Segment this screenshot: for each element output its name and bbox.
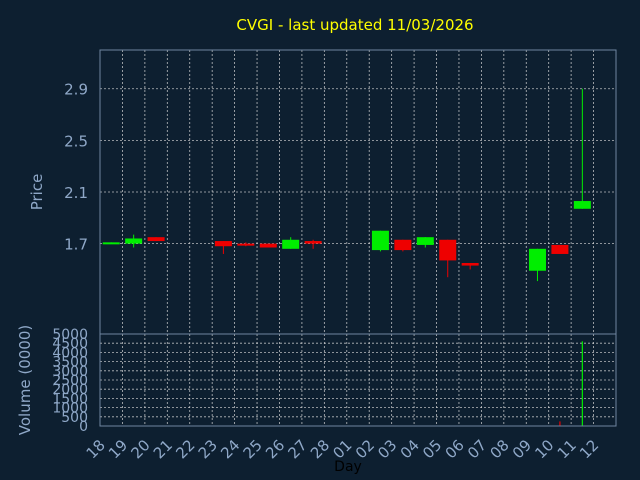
candles <box>102 88 591 282</box>
price-tick-label: 1.7 <box>64 236 88 254</box>
price-axis-label: Price <box>28 174 46 211</box>
price-grid <box>100 50 616 334</box>
volume-tick-label: 0 <box>79 419 88 435</box>
volume-tick-label: 1500 <box>52 391 88 407</box>
candle-body-06 <box>461 263 479 266</box>
volume-tick-label: 4000 <box>52 345 88 361</box>
candle-body-20 <box>147 237 165 242</box>
volume-bars <box>559 341 583 426</box>
price-tick-label: 2.5 <box>64 132 88 150</box>
volume-tick-label: 500 <box>61 410 88 426</box>
candle-body-19 <box>125 238 143 244</box>
candle-body-18 <box>102 242 120 245</box>
candle-body-11 <box>573 201 591 209</box>
candle-body-26 <box>282 239 300 249</box>
volume-tick-label: 2000 <box>52 382 88 398</box>
candle-body-05 <box>439 239 457 261</box>
candle-body-09 <box>528 248 546 271</box>
candle-body-25 <box>259 243 277 248</box>
volume-axis-label: Volume (0000) <box>16 325 34 435</box>
candle-body-04 <box>416 237 434 245</box>
chart-title: CVGI - last updated 11/03/2026 <box>236 16 473 34</box>
day-axis-label: Day <box>334 459 362 475</box>
volume-tick-label: 3000 <box>52 364 88 380</box>
volume-tick-label: 5000 <box>52 327 88 343</box>
candle-body-03 <box>394 239 412 251</box>
volume-tick-label: 3500 <box>52 355 88 371</box>
candle-body-02 <box>371 230 389 251</box>
volume-tick-label: 2500 <box>52 373 88 389</box>
candle-body-27 <box>304 241 322 244</box>
volume-grid <box>100 334 616 426</box>
volume-tick-label: 1000 <box>52 401 88 417</box>
price-tick-label: 2.1 <box>64 184 88 202</box>
volume-tick-label: 4500 <box>52 336 88 352</box>
price-tick-labels: 1.7 2.1 2.5 2.9 <box>64 81 88 254</box>
candle-body-24 <box>237 243 255 246</box>
candle-body-23 <box>214 241 232 247</box>
volume-panel-frame <box>99 333 617 427</box>
candle-body-10 <box>551 244 569 254</box>
price-tick-label: 2.9 <box>64 81 88 99</box>
